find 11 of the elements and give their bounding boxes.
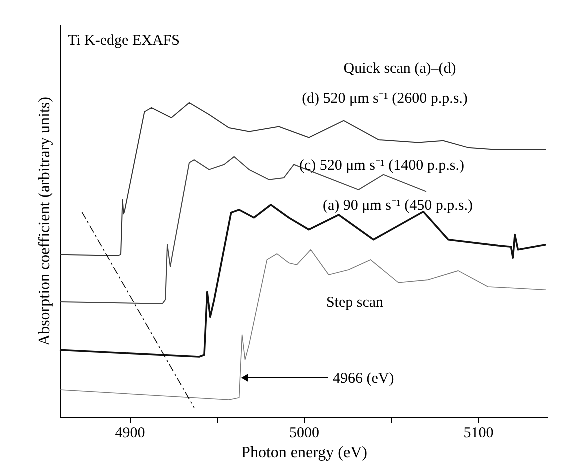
x-tick-label: 5000 <box>290 426 320 442</box>
x-tick-label: 5100 <box>464 426 494 442</box>
series-label: Step scan <box>326 295 384 311</box>
chart-title: Ti K-edge EXAFS <box>68 33 180 49</box>
y-axis-title: Absorption coefficient (arbitrary units) <box>36 97 54 346</box>
chart-subtitle: Quick scan (a)–(d) <box>344 61 456 77</box>
annotation: 4966 (eV) <box>333 371 394 388</box>
series-label: (a) 90 μm s⁻¹ (450 p.p.s.) <box>322 198 474 214</box>
x-axis-title: Photon energy (eV) <box>242 444 368 462</box>
series-label: (d) 520 μm s⁻¹ (2600 p.p.s.) <box>302 91 468 107</box>
x-tick-label: 4900 <box>115 426 146 442</box>
